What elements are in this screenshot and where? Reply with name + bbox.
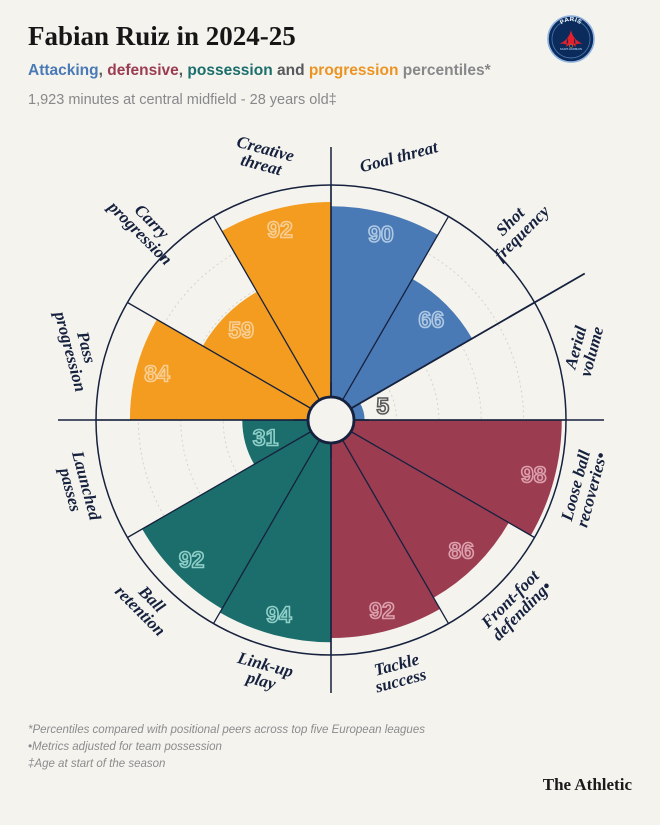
- svg-text:Shotfrequency: Shotfrequency: [479, 190, 554, 265]
- svg-text:Carryprogression: Carryprogression: [103, 184, 188, 269]
- svg-text:90: 90: [368, 221, 394, 247]
- svg-text:SAINT-GERMAIN: SAINT-GERMAIN: [560, 47, 582, 51]
- svg-text:Tacklesuccess: Tacklesuccess: [368, 649, 429, 697]
- svg-text:92: 92: [179, 546, 205, 572]
- svg-text:98: 98: [521, 461, 547, 487]
- svg-text:5: 5: [376, 393, 389, 419]
- svg-text:Link-upplay: Link-upplay: [230, 648, 295, 697]
- svg-text:92: 92: [369, 597, 395, 623]
- svg-text:Creativethreat: Creativethreat: [230, 132, 296, 182]
- svg-text:Goal threat: Goal threat: [358, 137, 441, 176]
- svg-text:Ballretention: Ballretention: [111, 570, 181, 640]
- svg-text:94: 94: [266, 601, 292, 627]
- svg-text:Front-footdefending•: Front-footdefending•: [477, 565, 556, 644]
- svg-text:Passprogression: Passprogression: [50, 303, 106, 394]
- svg-text:84: 84: [144, 360, 170, 386]
- svg-text:59: 59: [228, 317, 254, 343]
- svg-text:86: 86: [449, 537, 475, 563]
- svg-text:Launchedpasses: Launchedpasses: [52, 448, 105, 527]
- svg-text:Aerialvolume: Aerialvolume: [560, 320, 608, 379]
- svg-text:Loose ballrecoveries•: Loose ballrecoveries•: [557, 446, 611, 529]
- svg-text:66: 66: [419, 307, 445, 333]
- svg-text:92: 92: [267, 217, 293, 243]
- svg-text:31: 31: [253, 425, 279, 451]
